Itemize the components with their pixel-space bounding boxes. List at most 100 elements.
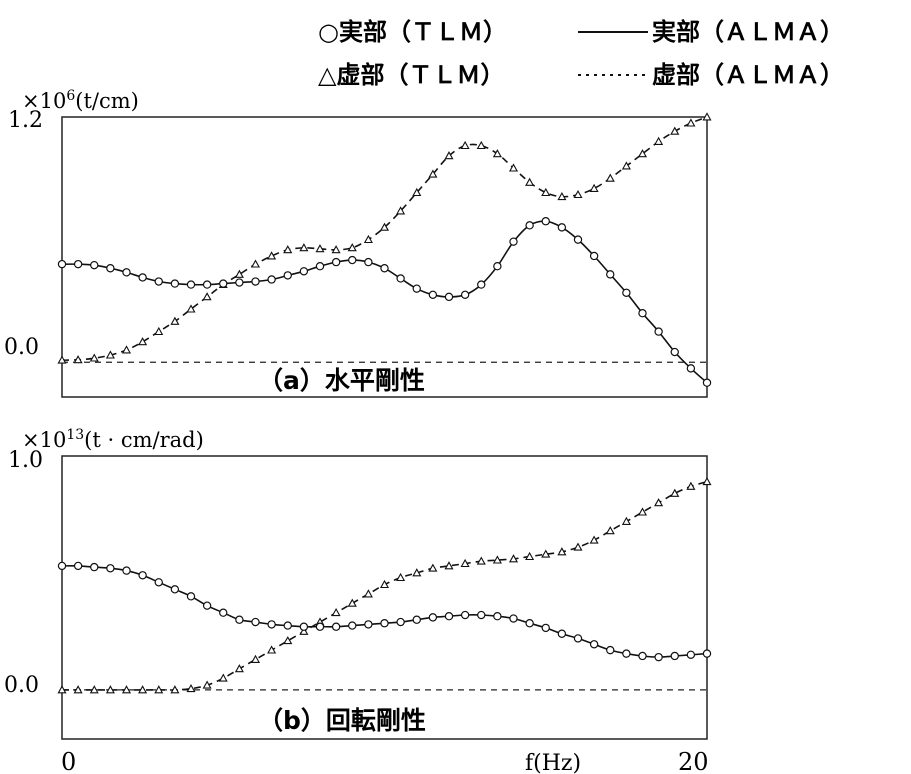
imag-point-marker [637, 149, 648, 158]
imag-point-marker [525, 177, 535, 186]
real-point-marker [170, 585, 180, 594]
real-point-marker [299, 622, 309, 631]
panel-a-ytick-zero: 0.0 [4, 335, 39, 360]
real-point-marker [348, 621, 357, 630]
real-point-marker [525, 619, 534, 628]
real-point-marker [73, 561, 83, 571]
panel-b-plot-frame [61, 455, 708, 740]
real-point-marker [525, 221, 534, 230]
real-point-marker [57, 259, 67, 269]
real-point-marker [654, 327, 663, 336]
imag-point-marker [702, 476, 712, 486]
imag-point-marker [331, 245, 341, 254]
imag-point-marker [234, 269, 244, 278]
real-point-marker [670, 651, 679, 661]
real-point-marker [606, 270, 615, 279]
imag-point-marker [154, 685, 164, 694]
imag-point-marker [299, 243, 309, 252]
real-point-marker [299, 267, 309, 276]
real-point-marker [267, 275, 276, 284]
real-point-marker [331, 257, 341, 267]
imag-point-marker [525, 551, 535, 561]
imag-point-marker [476, 556, 486, 565]
real-point-marker [460, 290, 470, 300]
imag-point-marker [331, 607, 341, 617]
imag-point-marker [605, 526, 615, 535]
imag-point-marker [186, 683, 196, 693]
imag-point-marker [250, 654, 261, 663]
real-point-marker [541, 623, 550, 633]
real-point-marker [364, 257, 373, 267]
real-point-marker [106, 264, 115, 273]
real-point-marker [638, 309, 647, 318]
x-tick-0: 0 [61, 748, 76, 774]
real-point-marker [541, 217, 550, 226]
real-point-marker [380, 264, 389, 273]
imag-point-marker [283, 636, 293, 645]
imag-point-marker [541, 187, 551, 197]
imag-point-marker [605, 173, 615, 182]
imag-point-marker [621, 161, 631, 170]
imag-point-marker [138, 337, 148, 346]
panel-a-imag-series-line [61, 116, 708, 361]
imag-point-marker [444, 151, 454, 160]
real-point-marker [702, 649, 712, 658]
imag-point-marker [460, 558, 470, 568]
panel-a-title: （a）水平剛性 [258, 366, 425, 395]
real-point-marker [122, 268, 131, 277]
panel-b-real-markers [57, 561, 712, 662]
legend-real-tlm: ○実部（ＴＬＭ） [318, 18, 507, 46]
real-point-marker [315, 622, 325, 631]
real-point-marker [622, 288, 631, 297]
panel-a-real-markers [57, 217, 712, 387]
imag-point-marker [557, 547, 567, 556]
real-point-marker [122, 566, 131, 575]
imag-point-marker [267, 251, 277, 260]
imag-point-marker [186, 304, 196, 313]
real-point-marker [154, 277, 163, 286]
real-point-marker [73, 259, 83, 269]
real-point-marker [348, 255, 357, 265]
panel-a-y-unit: ×106(t/cm) [22, 88, 139, 113]
imag-point-marker [573, 542, 583, 551]
real-point-marker [396, 617, 405, 627]
imag-point-marker [234, 664, 244, 673]
real-point-marker [622, 649, 631, 658]
real-point-marker [412, 284, 421, 293]
real-point-marker [186, 592, 196, 601]
imag-point-marker [654, 136, 664, 145]
real-point-marker [686, 650, 696, 660]
panel-b-ytick-zero: 0.0 [4, 673, 39, 698]
real-point-marker [557, 223, 567, 232]
imag-point-marker [557, 191, 567, 201]
real-point-marker [283, 271, 292, 280]
imag-point-marker [621, 516, 631, 525]
imag-point-marker [460, 140, 470, 150]
imag-point-marker [299, 626, 309, 635]
real-point-marker [235, 615, 244, 624]
real-point-marker [557, 629, 567, 638]
real-point-marker [509, 614, 518, 623]
real-point-marker [202, 601, 212, 610]
panel-a-real-series-line [61, 220, 708, 384]
imag-point-marker [573, 189, 583, 199]
imag-point-marker [654, 498, 664, 507]
imag-point-marker [283, 245, 293, 254]
real-point-marker [589, 251, 599, 261]
real-point-marker [412, 615, 421, 624]
imag-point-marker [250, 259, 261, 268]
real-point-marker [573, 235, 583, 244]
imag-point-marker [702, 112, 712, 121]
imag-point-marker [379, 222, 390, 231]
imag-point-marker [89, 353, 99, 362]
real-point-marker [428, 290, 438, 300]
real-point-marker [396, 274, 405, 283]
imag-point-marker [686, 481, 696, 490]
panel-a-ytick-top: 1.2 [8, 108, 43, 133]
imag-point-marker [347, 598, 357, 607]
imag-point-marker [670, 126, 680, 135]
imag-point-marker [379, 579, 390, 589]
imag-point-marker [363, 234, 373, 244]
imag-point-marker [363, 589, 373, 598]
imag-point-marker [121, 685, 132, 694]
